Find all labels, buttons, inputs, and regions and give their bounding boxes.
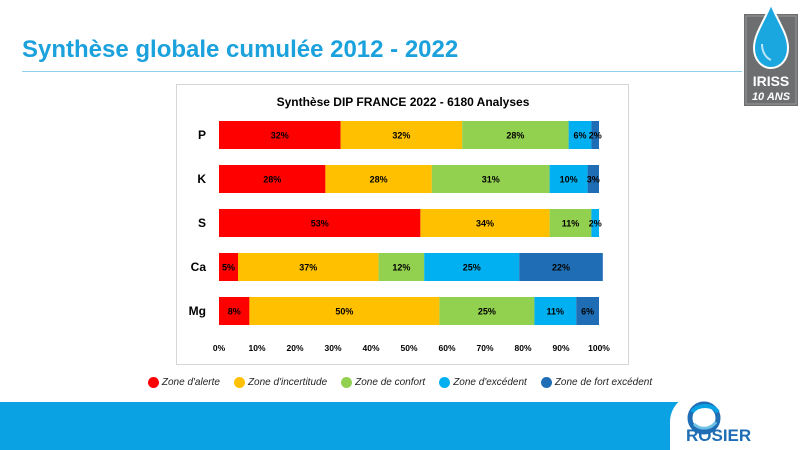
chart-title: Synthèse DIP FRANCE 2022 - 6180 Analyses <box>277 95 530 109</box>
iriss-logo-tagline: 10 ANS <box>752 91 791 103</box>
x-tick-label: 80% <box>514 343 531 353</box>
category-label: Ca <box>191 260 207 274</box>
stacked-bar-chart: Synthèse DIP FRANCE 2022 - 6180 Analyses… <box>189 95 611 353</box>
data-label: 25% <box>478 307 496 317</box>
legend-swatch <box>233 376 245 388</box>
data-label: 32% <box>392 131 410 141</box>
bar-segment <box>219 209 421 237</box>
data-label: 2% <box>589 219 602 229</box>
x-tick-label: 20% <box>286 343 303 353</box>
data-label: 11% <box>562 219 580 229</box>
bar-segment <box>340 121 463 149</box>
legend-label: Zone de confort <box>355 376 426 388</box>
bar-segment <box>519 253 603 281</box>
bar-segment <box>249 297 440 325</box>
legend-item: Zone de fort excédent <box>540 376 653 388</box>
bar-segment <box>420 209 550 237</box>
data-label: 5% <box>222 263 235 273</box>
data-label: 53% <box>311 219 329 229</box>
data-label: 28% <box>506 131 524 141</box>
chart-container: Synthèse DIP FRANCE 2022 - 6180 Analyses… <box>176 84 629 365</box>
bars-layer: P 32% 32% 28% 6% 2%K 28% 28% 31% 10% 3%S 53% 34% 11% 2… <box>189 121 610 353</box>
data-label: 6% <box>581 307 594 317</box>
bar-segment <box>219 297 250 325</box>
data-label: 2% <box>589 131 602 141</box>
bar-segment <box>549 209 592 237</box>
bar-segment <box>378 253 425 281</box>
data-label: 12% <box>392 263 410 273</box>
data-label: 22% <box>552 263 570 273</box>
title-divider <box>22 71 742 72</box>
legend-label: Zone d'excédent <box>453 376 527 388</box>
iriss-logo-name: IRISS <box>753 73 790 89</box>
x-tick-label: 60% <box>438 343 455 353</box>
bar-segment <box>219 121 341 149</box>
data-label: 10% <box>560 175 578 185</box>
legend-item: Zone d'alerte <box>147 376 220 388</box>
data-label: 28% <box>370 175 388 185</box>
data-label: 25% <box>463 263 481 273</box>
bar-segment <box>591 209 599 237</box>
x-tick-label: 10% <box>248 343 265 353</box>
chart-legend: Zone d'alerte Zone d'incertitude Zone de c… <box>147 372 653 392</box>
legend-swatch <box>147 376 159 388</box>
bar-segment <box>462 121 569 149</box>
legend-item: Zone d'incertitude <box>233 376 328 388</box>
bar-segment <box>576 297 599 325</box>
legend-item: Zone d'excédent <box>439 376 527 388</box>
bar-segment <box>219 253 238 281</box>
data-label: 8% <box>228 307 241 317</box>
x-tick-label: 0% <box>213 343 226 353</box>
x-tick-label: 30% <box>324 343 341 353</box>
x-tick-label: 40% <box>362 343 379 353</box>
data-label: 37% <box>299 263 317 273</box>
data-label: 6% <box>573 131 586 141</box>
category-label: K <box>197 172 206 186</box>
bar-segment <box>534 297 577 325</box>
x-tick-label: 70% <box>476 343 493 353</box>
slide-title: Synthèse globale cumulée 2012 - 2022 <box>22 36 459 63</box>
rosier-swirl-icon <box>687 401 721 435</box>
legend-label: Zone d'alerte <box>161 376 220 388</box>
rosier-logo-name: ROSIER <box>686 426 751 445</box>
x-tick-label: 90% <box>552 343 569 353</box>
water-drop-icon <box>752 1 790 70</box>
rosier-logo: ROSIER <box>686 401 751 445</box>
bar-segment <box>238 253 379 281</box>
legend-label: Zone de fort excédent <box>554 376 653 388</box>
bar-segment <box>219 165 326 193</box>
data-label: 31% <box>482 175 500 185</box>
bar-segment <box>587 165 599 193</box>
legend-swatch <box>439 376 451 388</box>
x-tick-label: 50% <box>400 343 417 353</box>
legend-swatch <box>341 376 353 388</box>
data-label: 3% <box>587 175 600 185</box>
category-label: P <box>198 128 206 142</box>
bar-segment <box>325 165 432 193</box>
footer-band <box>0 402 800 450</box>
bar-segment <box>568 121 592 149</box>
category-label: S <box>198 216 206 230</box>
bar-segment <box>431 165 550 193</box>
bar-segment <box>549 165 588 193</box>
legend-label: Zone d'incertitude <box>247 376 328 388</box>
x-tick-label: 100% <box>588 343 610 353</box>
bar-segment <box>591 121 599 149</box>
iriss-logo: IRISS 10 ANS <box>744 1 798 106</box>
data-label: 34% <box>476 219 494 229</box>
data-label: 32% <box>271 131 289 141</box>
data-label: 50% <box>335 307 353 317</box>
bar-segment <box>424 253 520 281</box>
data-label: 11% <box>547 307 565 317</box>
data-label: 28% <box>263 175 281 185</box>
bar-segment <box>439 297 535 325</box>
category-label: Mg <box>189 304 206 318</box>
legend-swatch <box>540 376 552 388</box>
legend-item: Zone de confort <box>341 376 426 388</box>
